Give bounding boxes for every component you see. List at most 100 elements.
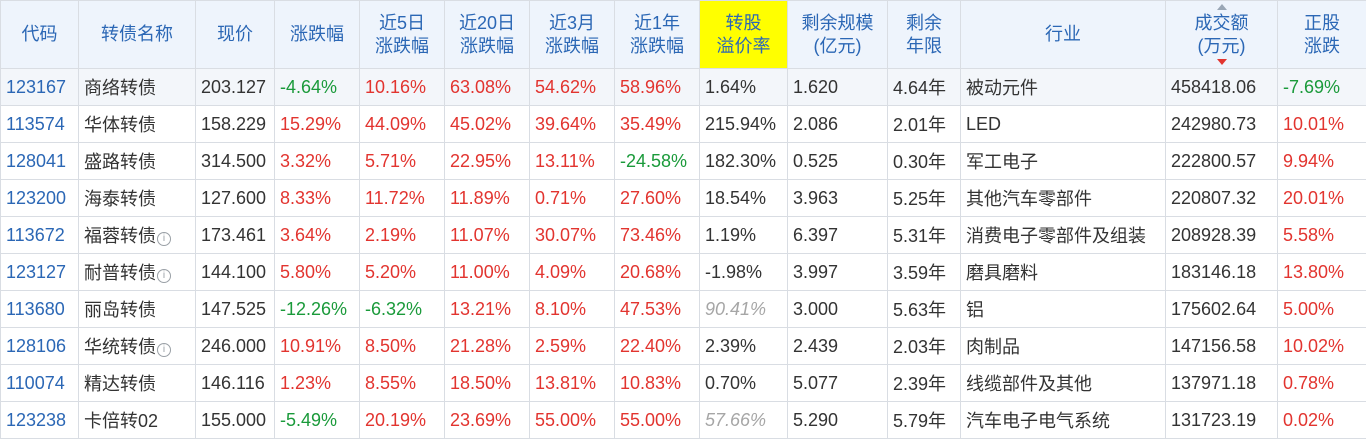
change-5d-cell: 2.19% — [359, 216, 445, 254]
bond-code-link[interactable]: 123238 — [0, 401, 79, 439]
bond-name-cell[interactable]: 商络转债 — [78, 68, 196, 106]
change-cell: 5.80% — [274, 253, 360, 291]
bond-code-link[interactable]: 123167 — [0, 68, 79, 106]
col-header-scale[interactable]: 剩余规模 (亿元) — [787, 0, 888, 69]
table-row[interactable]: 123238 卡倍转02 155.000 -5.49% 20.19% 23.69% 55.0… — [0, 401, 1366, 439]
scale-cell: 1.620 — [787, 68, 888, 106]
change-1y-cell: 20.68% — [614, 253, 700, 291]
bond-name[interactable]: 耐普转债 — [84, 263, 156, 283]
scale-cell: 3.997 — [787, 253, 888, 291]
table-row[interactable]: 123127 耐普转债 i 144.100 5.80% 5.20% 11.00% 4.09% 2… — [0, 253, 1366, 291]
industry-cell: 其他汽车零部件 — [960, 179, 1166, 217]
col-header-change-20d[interactable]: 近20日 涨跌幅 — [444, 0, 530, 69]
bond-name[interactable]: 商络转债 — [84, 78, 156, 98]
change-3m-cell: 4.09% — [529, 253, 615, 291]
premium-cell: 90.41% — [699, 290, 788, 328]
table-row[interactable]: 113672 福蓉转债 i 173.461 3.64% 2.19% 11.07% 30.07%… — [0, 216, 1366, 254]
scale-cell: 5.290 — [787, 401, 888, 439]
stock-change-cell: 20.01% — [1277, 179, 1366, 217]
premium-cell: 1.64% — [699, 68, 788, 106]
change-5d-cell: 11.72% — [359, 179, 445, 217]
bond-name-cell[interactable]: 卡倍转02 — [78, 401, 196, 439]
turnover-cell: 175602.64 — [1165, 290, 1278, 328]
info-circle-icon[interactable]: i — [157, 343, 171, 357]
sort-desc-icon[interactable] — [1216, 59, 1227, 65]
table-row[interactable]: 123167 商络转债 203.127 -4.64% 10.16% 63.08% 54.62… — [0, 68, 1366, 106]
col-header-change-1y[interactable]: 近1年 涨跌幅 — [614, 0, 700, 69]
table-row[interactable]: 123200 海泰转债 127.600 8.33% 11.72% 11.89% 0.71% 2… — [0, 179, 1366, 217]
turnover-cell: 137971.18 — [1165, 364, 1278, 402]
price-cell: 155.000 — [195, 401, 275, 439]
change-3m-cell: 30.07% — [529, 216, 615, 254]
col-header-code[interactable]: 代码 — [0, 0, 79, 69]
table-row[interactable]: 110074 精达转债 146.116 1.23% 8.55% 18.50% 13.81% 1… — [0, 364, 1366, 402]
bond-code-link[interactable]: 128106 — [0, 327, 79, 365]
industry-cell: 军工电子 — [960, 142, 1166, 180]
premium-cell: 0.70% — [699, 364, 788, 402]
col-header-price[interactable]: 现价 — [195, 0, 275, 69]
bond-name-cell[interactable]: 福蓉转债 i — [78, 216, 196, 254]
bond-code-link[interactable]: 123200 — [0, 179, 79, 217]
bond-name[interactable]: 华统转债 — [84, 337, 156, 357]
change-1y-cell: -24.58% — [614, 142, 700, 180]
bond-code-link[interactable]: 113680 — [0, 290, 79, 328]
bond-name[interactable]: 盛路转债 — [84, 152, 156, 172]
bond-code-link[interactable]: 128041 — [0, 142, 79, 180]
bond-name[interactable]: 卡倍转02 — [84, 411, 159, 431]
industry-cell: 汽车电子电气系统 — [960, 401, 1166, 439]
col-header-change-5d[interactable]: 近5日 涨跌幅 — [359, 0, 445, 69]
premium-cell: 1.19% — [699, 216, 788, 254]
col-header-premium[interactable]: 转股 溢价率 — [699, 0, 788, 69]
change-20d-cell: 21.28% — [444, 327, 530, 365]
sort-asc-icon[interactable] — [1216, 4, 1227, 10]
info-circle-icon[interactable]: i — [157, 232, 171, 246]
industry-cell: 线缆部件及其他 — [960, 364, 1166, 402]
bond-name-cell[interactable]: 华统转债 i — [78, 327, 196, 365]
price-cell: 314.500 — [195, 142, 275, 180]
bond-name-cell[interactable]: 华体转债 — [78, 105, 196, 143]
stock-change-cell: 0.02% — [1277, 401, 1366, 439]
col-header-change[interactable]: 涨跌幅 — [274, 0, 360, 69]
change-20d-cell: 63.08% — [444, 68, 530, 106]
change-cell: 1.23% — [274, 364, 360, 402]
col-header-stock-change[interactable]: 正股 涨跌 — [1277, 0, 1366, 69]
stock-change-cell: 9.94% — [1277, 142, 1366, 180]
change-cell: 10.91% — [274, 327, 360, 365]
change-3m-cell: 13.81% — [529, 364, 615, 402]
col-header-years[interactable]: 剩余 年限 — [887, 0, 961, 69]
bond-code-link[interactable]: 113574 — [0, 105, 79, 143]
bond-code-link[interactable]: 113672 — [0, 216, 79, 254]
table-row[interactable]: 113574 华体转债 158.229 15.29% 44.09% 45.02% 39.64… — [0, 105, 1366, 143]
stock-change-cell: 5.00% — [1277, 290, 1366, 328]
info-circle-icon[interactable]: i — [157, 269, 171, 283]
change-3m-cell: 55.00% — [529, 401, 615, 439]
col-header-name[interactable]: 转债名称 — [78, 0, 196, 69]
bond-name-cell[interactable]: 盛路转债 — [78, 142, 196, 180]
bond-name[interactable]: 福蓉转债 — [84, 226, 156, 246]
bond-name[interactable]: 丽岛转债 — [84, 300, 156, 320]
bond-name[interactable]: 精达转债 — [84, 374, 156, 394]
years-cell: 0.30年 — [887, 142, 961, 180]
bond-name[interactable]: 海泰转债 — [84, 189, 156, 209]
col-header-change-3m[interactable]: 近3月 涨跌幅 — [529, 0, 615, 69]
price-cell: 158.229 — [195, 105, 275, 143]
table-row[interactable]: 128106 华统转债 i 246.000 10.91% 8.50% 21.28% 2.59%… — [0, 327, 1366, 365]
bond-code-link[interactable]: 110074 — [0, 364, 79, 402]
stock-change-cell: 5.58% — [1277, 216, 1366, 254]
bond-name[interactable]: 华体转债 — [84, 115, 156, 135]
col-header-industry[interactable]: 行业 — [960, 0, 1166, 69]
change-cell: -12.26% — [274, 290, 360, 328]
bond-code-link[interactable]: 123127 — [0, 253, 79, 291]
bond-name-cell[interactable]: 精达转债 — [78, 364, 196, 402]
table-row[interactable]: 113680 丽岛转债 147.525 -12.26% -6.32% 13.21% 8.10… — [0, 290, 1366, 328]
table-row[interactable]: 128041 盛路转债 314.500 3.32% 5.71% 22.95% 13.11% -… — [0, 142, 1366, 180]
premium-cell: 182.30% — [699, 142, 788, 180]
bond-name-cell[interactable]: 丽岛转债 — [78, 290, 196, 328]
price-cell: 246.000 — [195, 327, 275, 365]
stock-change-cell: 10.01% — [1277, 105, 1366, 143]
bond-name-cell[interactable]: 海泰转债 — [78, 179, 196, 217]
col-header-turnover[interactable]: 成交额 (万元) — [1165, 0, 1278, 69]
bond-name-cell[interactable]: 耐普转债 i — [78, 253, 196, 291]
stock-change-cell: -7.69% — [1277, 68, 1366, 106]
price-cell: 146.116 — [195, 364, 275, 402]
